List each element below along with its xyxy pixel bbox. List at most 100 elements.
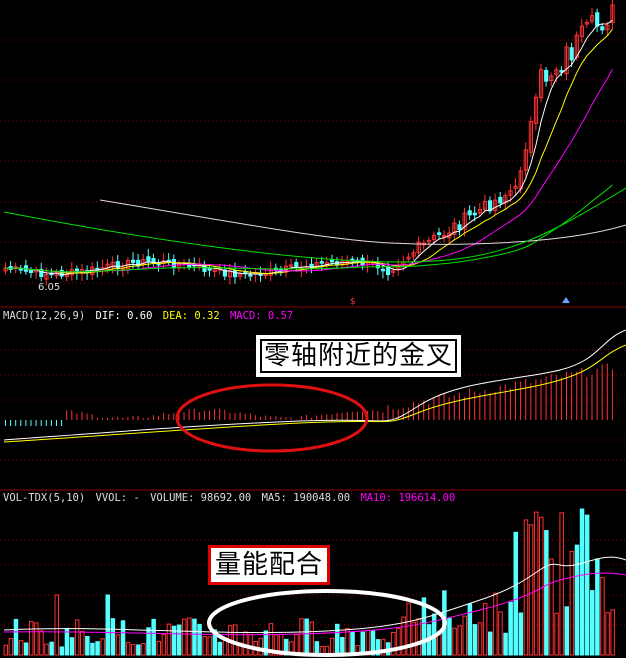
- candle-down: [498, 196, 503, 204]
- candle-up: [212, 269, 217, 272]
- volume-bar-up: [498, 611, 503, 656]
- volume-bar-down: [13, 618, 19, 656]
- volume-vvol-value: VVOL: -: [95, 492, 140, 504]
- candle-up: [533, 96, 539, 124]
- candle-down: [115, 261, 120, 270]
- price-panel[interactable]: $: [3, 0, 626, 307]
- volume-bar-down: [23, 642, 29, 656]
- candle-down: [207, 268, 212, 271]
- candle-up: [110, 261, 115, 268]
- volume-bar-down: [518, 612, 524, 656]
- volume-bar-up: [477, 622, 483, 656]
- volume-bar-up: [258, 637, 263, 656]
- volume-bar-down: [564, 606, 569, 656]
- volume-bar-down: [151, 618, 156, 656]
- ma60-line: [5, 184, 613, 273]
- volume-bar-down: [217, 641, 223, 656]
- volume-bar-up: [233, 624, 238, 656]
- volume-bar-up: [131, 644, 136, 656]
- volume-bar-up: [161, 634, 167, 656]
- macd-indicator-name: MACD(12,26,9): [3, 310, 86, 322]
- volume-bar-up: [34, 622, 39, 656]
- macd-panel[interactable]: [3, 329, 626, 443]
- candle-up: [406, 256, 411, 260]
- volume-bar-down: [146, 627, 151, 656]
- macd-dea-value: DEA: 0.32: [162, 310, 220, 322]
- volume-bar-up: [187, 617, 192, 656]
- ma5-line: [5, 19, 613, 276]
- candle-up: [452, 222, 457, 235]
- candle-up: [564, 46, 569, 75]
- volume-bar-up: [380, 638, 386, 656]
- ma250-line: [3, 187, 626, 263]
- volume-bar-down: [421, 597, 427, 656]
- volume-bar-down: [472, 624, 478, 656]
- volume-bar-down: [447, 617, 452, 656]
- candle-down: [600, 26, 605, 31]
- candle-down: [472, 212, 477, 216]
- volume-bar-up: [100, 638, 105, 656]
- volume-bar-up: [39, 630, 44, 656]
- candle-down: [171, 259, 177, 269]
- macd-header: MACD(12,26,9) DIF: 0.60 DEA: 0.32 MACD: …: [3, 310, 297, 323]
- volume-bar-down: [90, 642, 95, 656]
- candle-up: [44, 274, 49, 280]
- volume-bar-up: [18, 640, 24, 656]
- signal-arrow-icon: [562, 297, 570, 303]
- volume-bar-down: [95, 641, 100, 656]
- volume-bar-up: [610, 609, 615, 656]
- price-low-label: 6.05: [38, 282, 61, 293]
- volume-bar-up: [600, 577, 605, 656]
- volume-bar-up: [605, 612, 610, 656]
- candle-down: [457, 224, 462, 231]
- volume-bar-down: [544, 530, 549, 656]
- volume-bar-up: [74, 619, 80, 656]
- volume-bar-up: [125, 642, 131, 656]
- candle-down: [74, 268, 80, 273]
- candle-up: [462, 212, 467, 230]
- volume-bar-down: [304, 618, 309, 656]
- volume-bar-down: [69, 637, 75, 656]
- volume-bar-down: [370, 630, 376, 656]
- volume-bar-up: [80, 631, 85, 656]
- volume-bar-down: [120, 620, 126, 656]
- candle-up: [411, 252, 416, 257]
- volume-bar-up: [44, 643, 49, 656]
- candle-up: [431, 234, 437, 240]
- volume-bar-up: [156, 640, 161, 656]
- volume-bar-down: [171, 625, 177, 656]
- candle-down: [146, 256, 151, 262]
- volume-bar-up: [559, 512, 564, 656]
- candle-up: [416, 241, 421, 254]
- volume-bar-up: [411, 621, 416, 656]
- candle-up: [549, 75, 554, 81]
- volume-value: VOLUME: 98692.00: [150, 492, 252, 504]
- candle-down: [233, 269, 238, 278]
- candle-up: [69, 269, 75, 276]
- annotation-ellipses: [175, 383, 447, 657]
- candle-up: [610, 4, 615, 23]
- candle-down: [559, 70, 564, 73]
- volume-bar-down: [110, 618, 116, 656]
- candle-down: [29, 270, 34, 273]
- candle-up: [513, 185, 518, 189]
- dea-line: [3, 344, 626, 443]
- candle-down: [569, 47, 574, 61]
- candle-up: [442, 234, 447, 238]
- volume-bar-up: [248, 633, 253, 656]
- volume-bar-up: [166, 623, 172, 656]
- volume-bar-up: [3, 644, 8, 656]
- candle-up: [493, 199, 498, 212]
- macd-annotation-label: 零轴附近的金叉: [255, 335, 462, 377]
- volume-bar-up: [462, 615, 467, 656]
- volume-annotation-label: 量能配合: [208, 545, 331, 585]
- macd-dif-value: DIF: 0.60: [95, 310, 153, 322]
- volume-bar-up: [309, 621, 314, 656]
- volume-bar-up: [8, 638, 14, 656]
- candle-up: [64, 274, 69, 278]
- volume-bar-up: [396, 627, 401, 656]
- candle-up: [574, 34, 579, 58]
- volume-bar-down: [488, 631, 493, 656]
- volume-bar-down: [192, 618, 197, 656]
- volume-bar-up: [452, 627, 457, 656]
